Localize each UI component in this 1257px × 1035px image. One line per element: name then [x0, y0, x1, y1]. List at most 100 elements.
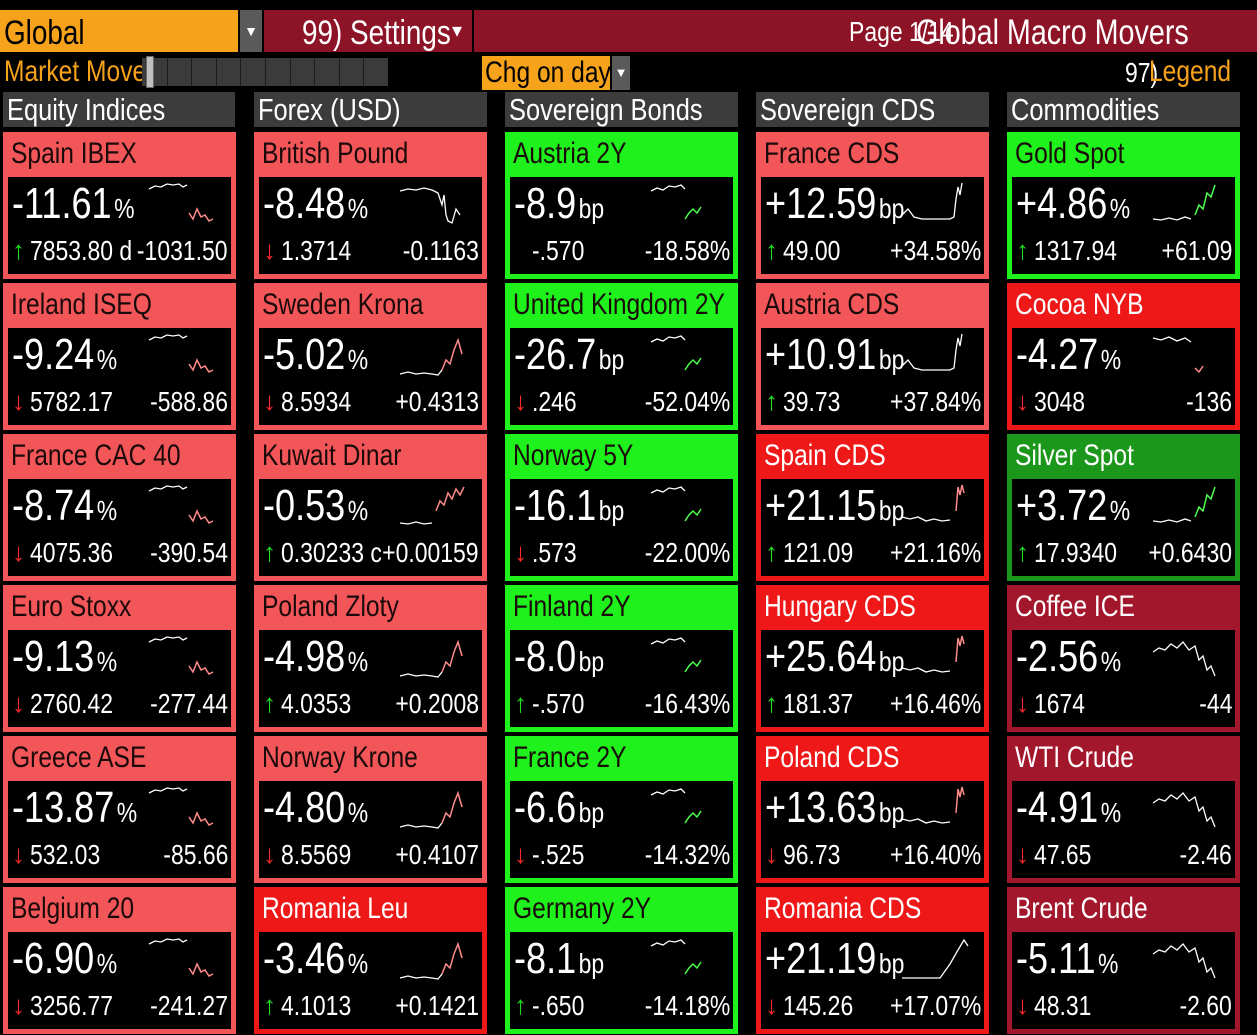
- tile-name: United Kingdom 2Y: [513, 288, 725, 321]
- mover-tile[interactable]: Greece ASE -13.87% ↓ 532.03 -85.66: [3, 736, 236, 883]
- tile-name: Spain CDS: [764, 439, 886, 472]
- tile-value-group: -5.11%: [1016, 934, 1118, 984]
- mover-tile[interactable]: Austria CDS +10.91bp ↑ 39.73 +37.84%: [756, 283, 989, 430]
- settings-button[interactable]: 99) Settings ▾: [264, 10, 472, 52]
- mover-tile[interactable]: Sweden Krona -5.02% ↓ 8.5934 +0.4313: [254, 283, 487, 430]
- region-select[interactable]: Global: [0, 10, 238, 52]
- tile-chart-box: +4.86% ↑ 1317.94 +61.09: [1012, 177, 1235, 274]
- region-select-label: Global: [4, 14, 85, 52]
- tile-name: Austria 2Y: [513, 137, 627, 170]
- column-header[interactable]: Equity Indices: [3, 92, 235, 127]
- tile-name: Germany 2Y: [513, 892, 652, 925]
- tile-value: +4.86: [1016, 179, 1108, 228]
- tile-footer: ↓ .573 -22.00%: [514, 537, 730, 571]
- tile-change-wrap: -14.32%: [626, 839, 730, 871]
- mover-tile[interactable]: Cocoa NYB -4.27% ↓ 3048 -136: [1007, 283, 1240, 430]
- slider-segment-divider: [363, 58, 365, 86]
- tile-value: -6.90: [12, 934, 95, 983]
- tile-level: 0.30233 c: [281, 537, 382, 568]
- sparkline: [1152, 336, 1204, 374]
- mover-tile[interactable]: Finland 2Y -8.0bp ↑ -.570 -16.43%: [505, 585, 738, 732]
- arrow-down-icon: ↓: [765, 839, 778, 869]
- market-move-label: Market Move: [4, 55, 147, 88]
- tile-level: 121.09: [783, 537, 854, 568]
- mover-tile[interactable]: United Kingdom 2Y -26.7bp ↓ .246 -52.04%: [505, 283, 738, 430]
- tile-name: France CDS: [764, 137, 900, 170]
- tile-change: -16.43%: [644, 688, 730, 719]
- sparkline: [399, 187, 461, 224]
- mover-tile[interactable]: Austria 2Y -8.9bp -.570 -18.58%: [505, 132, 738, 279]
- arrow-down-icon: ↓: [1016, 386, 1029, 416]
- mover-tile[interactable]: Belgium 20 -6.90% ↓ 3256.77 -241.27: [3, 887, 236, 1034]
- mover-tile[interactable]: Norway Krone -4.80% ↓ 8.5569 +0.4107: [254, 736, 487, 883]
- tile-value-group: -11.61%: [12, 179, 135, 229]
- tile-chart-box: -11.61% ↑ 7853.80 d -1031.50: [8, 177, 231, 274]
- tile-chart-box: -4.80% ↓ 8.5569 +0.4107: [259, 781, 482, 878]
- sparkline: [901, 333, 963, 371]
- slider-segment-divider: [338, 58, 340, 86]
- tile-value-group: -8.0bp: [514, 632, 604, 682]
- tile-footer: -.570 -18.58%: [514, 235, 730, 269]
- change-mode-select[interactable]: Chg on day: [482, 56, 611, 90]
- tile-value: +3.72: [1016, 481, 1108, 530]
- column-header[interactable]: Sovereign CDS: [756, 92, 989, 127]
- slider-segment-divider: [289, 58, 291, 86]
- mover-tile[interactable]: France CDS +12.59bp ↑ 49.00 +34.58%: [756, 132, 989, 279]
- mover-tile[interactable]: Brent Crude -5.11% ↓ 48.31 -2.60: [1007, 887, 1240, 1034]
- column-header[interactable]: Sovereign Bonds: [505, 92, 738, 127]
- tile-footer: ↓ 5782.17 -588.86: [12, 386, 228, 420]
- market-move-slider-handle[interactable]: [146, 56, 154, 88]
- tile-value-group: -8.48%: [263, 179, 368, 229]
- tile-chart-box: -8.48% ↓ 1.3714 -0.1163: [259, 177, 482, 274]
- sparkline: [399, 639, 463, 678]
- tile-value: -9.13: [12, 632, 95, 681]
- mover-tile[interactable]: Romania CDS +21.19bp ↓ 145.26 +17.07%: [756, 887, 989, 1034]
- tile-value-group: -4.27%: [1016, 330, 1121, 380]
- sparkline-today-trace: [1194, 365, 1204, 374]
- tile-change: -22.00%: [644, 537, 730, 568]
- sparkline-today-trace: [955, 635, 965, 663]
- mover-tile[interactable]: Germany 2Y -8.1bp ↑ -.650 -14.18%: [505, 887, 738, 1034]
- tile-chart-box: -8.1bp ↑ -.650 -14.18%: [510, 932, 733, 1029]
- mover-tile[interactable]: WTI Crude -4.91% ↓ 47.65 -2.46: [1007, 736, 1240, 883]
- mover-tile[interactable]: Silver Spot +3.72% ↑ 17.9340 +0.6430: [1007, 434, 1240, 581]
- tile-change: -136: [1186, 386, 1232, 417]
- region-dropdown-arrow-icon[interactable]: ▼: [240, 10, 262, 52]
- tile-value-group: +3.72%: [1016, 481, 1130, 531]
- change-mode-dropdown-arrow-icon[interactable]: ▼: [612, 56, 630, 90]
- tile-level: -.570: [532, 235, 585, 266]
- mover-tile[interactable]: France CAC 40 -8.74% ↓ 4075.36 -390.54: [3, 434, 236, 581]
- legend-link[interactable]: Legend: [1148, 55, 1231, 88]
- slider-segment-divider: [215, 58, 217, 86]
- mover-tile[interactable]: Hungary CDS +25.64bp ↑ 181.37 +16.46%: [756, 585, 989, 732]
- mover-tile[interactable]: Poland Zloty -4.98% ↑ 4.0353 +0.2008: [254, 585, 487, 732]
- sparkline: [148, 636, 214, 675]
- mover-tile[interactable]: Spain IBEX -11.61% ↑ 7853.80 d -1031.50: [3, 132, 236, 279]
- arrow-up-icon: ↑: [514, 990, 527, 1020]
- mover-tile[interactable]: Gold Spot +4.86% ↑ 1317.94 +61.09: [1007, 132, 1240, 279]
- tile-chart-box: -9.13% ↓ 2760.42 -277.44: [8, 630, 231, 727]
- tile-value: -9.24: [12, 330, 95, 379]
- sparkline-history-trace: [650, 637, 686, 645]
- tile-name: Coffee ICE: [1015, 590, 1135, 623]
- sparkline-today-trace: [188, 660, 214, 675]
- tile-name: Poland CDS: [764, 741, 900, 774]
- tile-level: 532.03: [30, 839, 101, 870]
- column-header[interactable]: Commodities: [1007, 92, 1240, 127]
- mover-tile[interactable]: Ireland ISEQ -9.24% ↓ 5782.17 -588.86: [3, 283, 236, 430]
- mover-tile[interactable]: Coffee ICE -2.56% ↓ 1674 -44: [1007, 585, 1240, 732]
- mover-tile[interactable]: Norway 5Y -16.1bp ↓ .573 -22.00%: [505, 434, 738, 581]
- mover-tile[interactable]: Romania Leu -3.46% ↑ 4.1013 +0.1421: [254, 887, 487, 1034]
- mover-tile[interactable]: Spain CDS +21.15bp ↑ 121.09 +21.16%: [756, 434, 989, 581]
- column-header[interactable]: Forex (USD): [254, 92, 487, 127]
- market-move-slider[interactable]: [142, 58, 388, 86]
- tile-footer: ↓ 48.31 -2.60: [1016, 990, 1232, 1024]
- mover-tile[interactable]: Euro Stoxx -9.13% ↓ 2760.42 -277.44: [3, 585, 236, 732]
- mover-tile[interactable]: Kuwait Dinar -0.53% ↑ 0.30233 c +0.00159: [254, 434, 487, 581]
- sparkline: [148, 183, 214, 222]
- mover-tile[interactable]: Poland CDS +13.63bp ↓ 96.73 +16.40%: [756, 736, 989, 883]
- tile-value-group: +21.19bp: [765, 934, 904, 984]
- mover-tile[interactable]: British Pound -8.48% ↓ 1.3714 -0.1163: [254, 132, 487, 279]
- page-indicator[interactable]: Page 1/14: [849, 16, 955, 47]
- mover-tile[interactable]: France 2Y -6.6bp ↓ -.525 -14.32%: [505, 736, 738, 883]
